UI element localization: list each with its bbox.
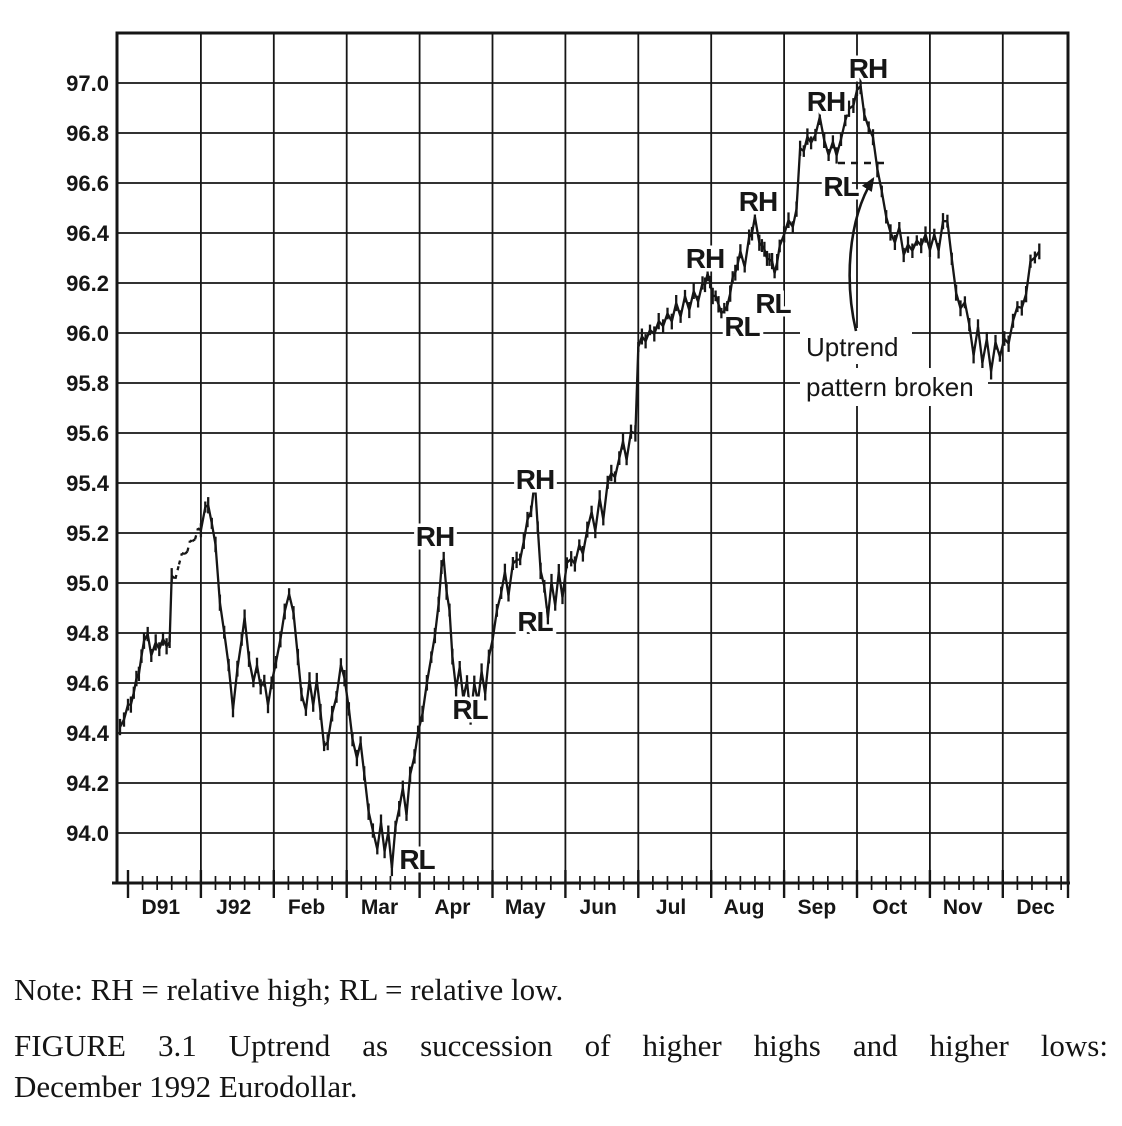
relative-high-label: RH [686, 243, 724, 274]
y-tick-label: 96.6 [66, 171, 109, 196]
x-tick-label: Mar [361, 896, 398, 919]
x-tick-label: Jul [656, 896, 686, 919]
x-tick-label: D91 [142, 896, 181, 919]
break-arrow [848, 177, 875, 332]
grid [117, 33, 1068, 883]
x-tick-label: Aug [724, 896, 765, 919]
x-tick-label: J92 [216, 896, 251, 919]
relative-high-label: RH [416, 521, 454, 552]
caption-note: Note: RH = relative high; RL = relative … [14, 972, 564, 1007]
relative-high-label: RH [516, 464, 554, 495]
y-tick-label: 95.6 [66, 421, 109, 446]
y-tick-label: 94.6 [66, 671, 109, 696]
price-series [118, 77, 1041, 877]
y-tick-label: 95.0 [66, 571, 109, 596]
x-tick-label: Jun [580, 896, 617, 919]
callout-line2: pattern broken [806, 372, 974, 402]
price-chart: 97.0 96.8 96.6 96.4 96.2 96.0 95.8 95.6 95.4 95.2… [66, 31, 1070, 919]
relative-low-label: RL [399, 844, 435, 875]
y-tick-label: 94.8 [66, 621, 109, 646]
y-tick-label: 95.8 [66, 371, 109, 396]
x-axis-labels: D91 J92 Feb Mar Apr May Jun Jul Aug Sep Oct Nov Dec [142, 896, 1056, 919]
y-tick-label: 94.2 [66, 771, 109, 796]
relative-low-label: RL [755, 288, 791, 319]
y-tick-label: 95.2 [66, 521, 109, 546]
x-tick-label: Apr [434, 896, 470, 919]
x-tick-label: Sep [798, 896, 837, 919]
relative-low-label: RL [823, 171, 859, 202]
relative-low-label: RL [517, 606, 553, 637]
y-tick-label: 97.0 [66, 71, 109, 96]
y-axis-labels: 97.0 96.8 96.6 96.4 96.2 96.0 95.8 95.6 95.4 95.2… [66, 71, 110, 846]
x-axis-ticks [112, 870, 1070, 898]
x-tick-label: Nov [943, 896, 983, 919]
uptrend-broken-callout: Uptrend pattern broken [800, 328, 988, 406]
callout-line1: Uptrend [806, 332, 899, 362]
y-tick-label: 96.0 [66, 321, 109, 346]
relative-low-label: RL [724, 311, 760, 342]
relative-low-label: RL [452, 694, 488, 725]
plot-border [115, 31, 1070, 885]
y-tick-label: 96.8 [66, 121, 109, 146]
y-tick-label: 96.2 [66, 271, 109, 296]
relative-high-label: RH [807, 86, 845, 117]
relative-high-label: RH [739, 186, 777, 217]
x-tick-label: May [505, 896, 546, 919]
x-tick-label: Oct [872, 896, 907, 919]
x-tick-label: Feb [288, 896, 325, 919]
y-tick-label: 96.4 [66, 221, 110, 246]
y-tick-label: 94.0 [66, 821, 109, 846]
y-tick-label: 94.4 [66, 721, 110, 746]
caption-figure-line2: December 1992 Eurodollar. [14, 1068, 358, 1104]
y-tick-label: 95.4 [66, 471, 110, 496]
figure-caption: Note: RH = relative high; RL = relative … [14, 970, 1108, 1108]
relative-high-label: RH [849, 53, 887, 84]
x-tick-label: Dec [1016, 896, 1055, 919]
caption-figure-line1: FIGURE 3.1 Uptrend as succession of high… [14, 1027, 1108, 1063]
